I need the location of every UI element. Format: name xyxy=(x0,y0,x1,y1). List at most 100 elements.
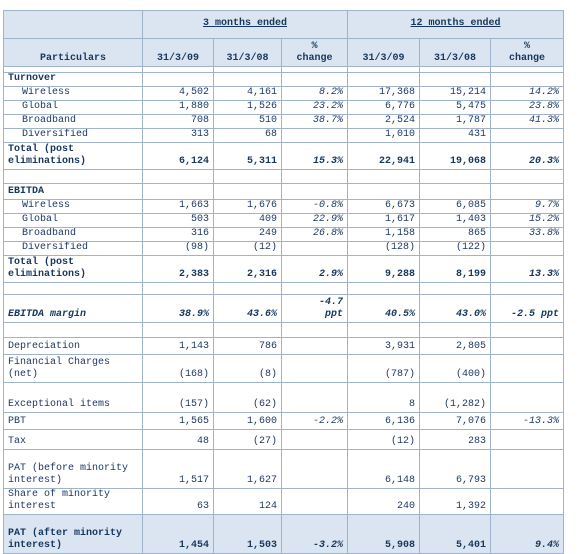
row-label: Broadband xyxy=(3,227,143,242)
value-cell: 1,600 xyxy=(213,412,282,430)
value-cell: 33.8% xyxy=(490,227,565,242)
table-row: Diversified (98) (12) (128) (122) xyxy=(3,241,565,256)
value-cell: 409 xyxy=(213,213,282,228)
value-cell: 2,524 xyxy=(347,114,421,129)
value-cell: 1,392 xyxy=(419,488,492,515)
value-cell: 865 xyxy=(419,227,492,242)
value-cell: 2,316 xyxy=(213,255,282,283)
spacer-row xyxy=(3,66,565,73)
value-cell xyxy=(280,72,349,87)
value-cell: 1,787 xyxy=(419,114,492,129)
value-cell: 43.0% xyxy=(419,294,492,323)
value-cell: 1,627 xyxy=(213,449,282,489)
value-cell: 22,941 xyxy=(347,142,421,170)
table-row: Tax 48 (27) (12) 283 xyxy=(3,429,565,450)
row-label: Wireless xyxy=(3,199,143,214)
value-cell: 68 xyxy=(213,128,282,143)
table-row: Depreciation 1,143 786 3,931 2,805 xyxy=(3,337,565,355)
value-cell: (400) xyxy=(419,354,492,383)
value-cell: 6,793 xyxy=(419,449,492,489)
value-cell xyxy=(213,183,282,200)
value-cell: 8.2% xyxy=(280,86,349,101)
table-row: EBITDA margin 38.9% 43.6% -4.7 ppt 40.5% 43.0… xyxy=(3,294,565,323)
empty-cell xyxy=(213,282,282,295)
value-cell: 5,475 xyxy=(419,100,492,115)
table-row: PAT (after minority interest) 1,454 1,503-… xyxy=(3,514,565,554)
value-cell: 1,503 xyxy=(213,514,282,554)
value-cell: 40.5% xyxy=(347,294,421,323)
value-cell: 240 xyxy=(347,488,421,515)
row-label: PBT xyxy=(3,412,143,430)
value-cell: 22.9% xyxy=(280,213,349,228)
row-label: Depreciation xyxy=(3,337,143,355)
empty-cell xyxy=(490,322,565,338)
value-cell: -2.2% xyxy=(280,412,349,430)
value-cell: 6,673 xyxy=(347,199,421,214)
particulars-header: Particulars xyxy=(3,38,143,67)
column-header: 31/3/08 xyxy=(213,38,282,67)
value-cell: 316 xyxy=(142,227,214,242)
value-cell: 15.2% xyxy=(490,213,565,228)
value-cell: 3,931 xyxy=(347,337,421,355)
table-row: PAT (before minority interest) 1,517 1,627… xyxy=(3,449,565,489)
row-label: Total (post eliminations) xyxy=(3,142,143,170)
value-cell xyxy=(490,128,565,143)
empty-cell xyxy=(3,322,143,338)
financial-table: 3 months ended 12 months ended Particula… xyxy=(3,10,565,554)
value-cell xyxy=(347,72,421,87)
empty-cell xyxy=(213,322,282,338)
empty-cell xyxy=(490,169,565,184)
value-cell xyxy=(142,183,214,200)
empty-cell xyxy=(142,322,214,338)
row-label: PAT (before minority interest) xyxy=(3,449,143,489)
row-label: Broadband xyxy=(3,114,143,129)
value-cell: 13.3% xyxy=(490,255,565,283)
empty-cell xyxy=(280,322,349,338)
column-header: 31/3/09 xyxy=(142,38,214,67)
blank-header xyxy=(3,10,143,39)
value-cell: (128) xyxy=(347,241,421,256)
empty-cell xyxy=(3,282,143,295)
value-cell xyxy=(490,449,565,489)
value-cell xyxy=(280,183,349,200)
value-cell xyxy=(280,241,349,256)
value-cell: 313 xyxy=(142,128,214,143)
table-row: PBT 1,565 1,600 -2.2% 6,136 7,076 -13.3% xyxy=(3,412,565,430)
value-cell xyxy=(490,429,565,450)
value-cell: 1,565 xyxy=(142,412,214,430)
value-cell: (12) xyxy=(213,241,282,256)
value-cell: 6,136 xyxy=(347,412,421,430)
value-cell: 6,776 xyxy=(347,100,421,115)
group-header: 12 months ended xyxy=(410,18,501,29)
value-cell: 8 xyxy=(347,382,421,413)
row-label: Wireless xyxy=(3,86,143,101)
value-cell: 1,454 xyxy=(142,514,214,554)
value-cell: 2.9% xyxy=(280,255,349,283)
empty-cell xyxy=(490,282,565,295)
row-label: Diversified xyxy=(3,241,143,256)
value-cell xyxy=(280,337,349,355)
row-label: Global xyxy=(3,100,143,115)
column-header-text: 31/3/08 xyxy=(226,53,269,64)
value-cell: (27) xyxy=(213,429,282,450)
value-cell: (122) xyxy=(419,241,492,256)
value-cell: 7,076 xyxy=(419,412,492,430)
group-header: 3 months ended xyxy=(203,18,288,29)
value-cell: 17,368 xyxy=(347,86,421,101)
value-cell: 9.7% xyxy=(490,199,565,214)
value-cell: (787) xyxy=(347,354,421,383)
table-row: Exceptional items (157) (62) 8 (1,282) xyxy=(3,382,565,413)
table-row: Wireless 4,502 4,161 8.2% 17,368 15,214 14.2% xyxy=(3,86,565,101)
value-cell: 6,148 xyxy=(347,449,421,489)
column-header-text: 31/3/09 xyxy=(362,53,405,64)
value-cell xyxy=(280,449,349,489)
value-cell: 5,401 xyxy=(419,514,492,554)
value-cell xyxy=(490,382,565,413)
value-cell: 1,880 xyxy=(142,100,214,115)
value-cell xyxy=(280,429,349,450)
value-cell xyxy=(347,183,421,200)
table-row: Total (post eliminations) 2,383 2,316 2.9% 9… xyxy=(3,255,565,283)
value-cell: 14.2% xyxy=(490,86,565,101)
table-row: Share of minority interest 63 124 240 1,392 xyxy=(3,488,565,515)
value-cell: 8,199 xyxy=(419,255,492,283)
